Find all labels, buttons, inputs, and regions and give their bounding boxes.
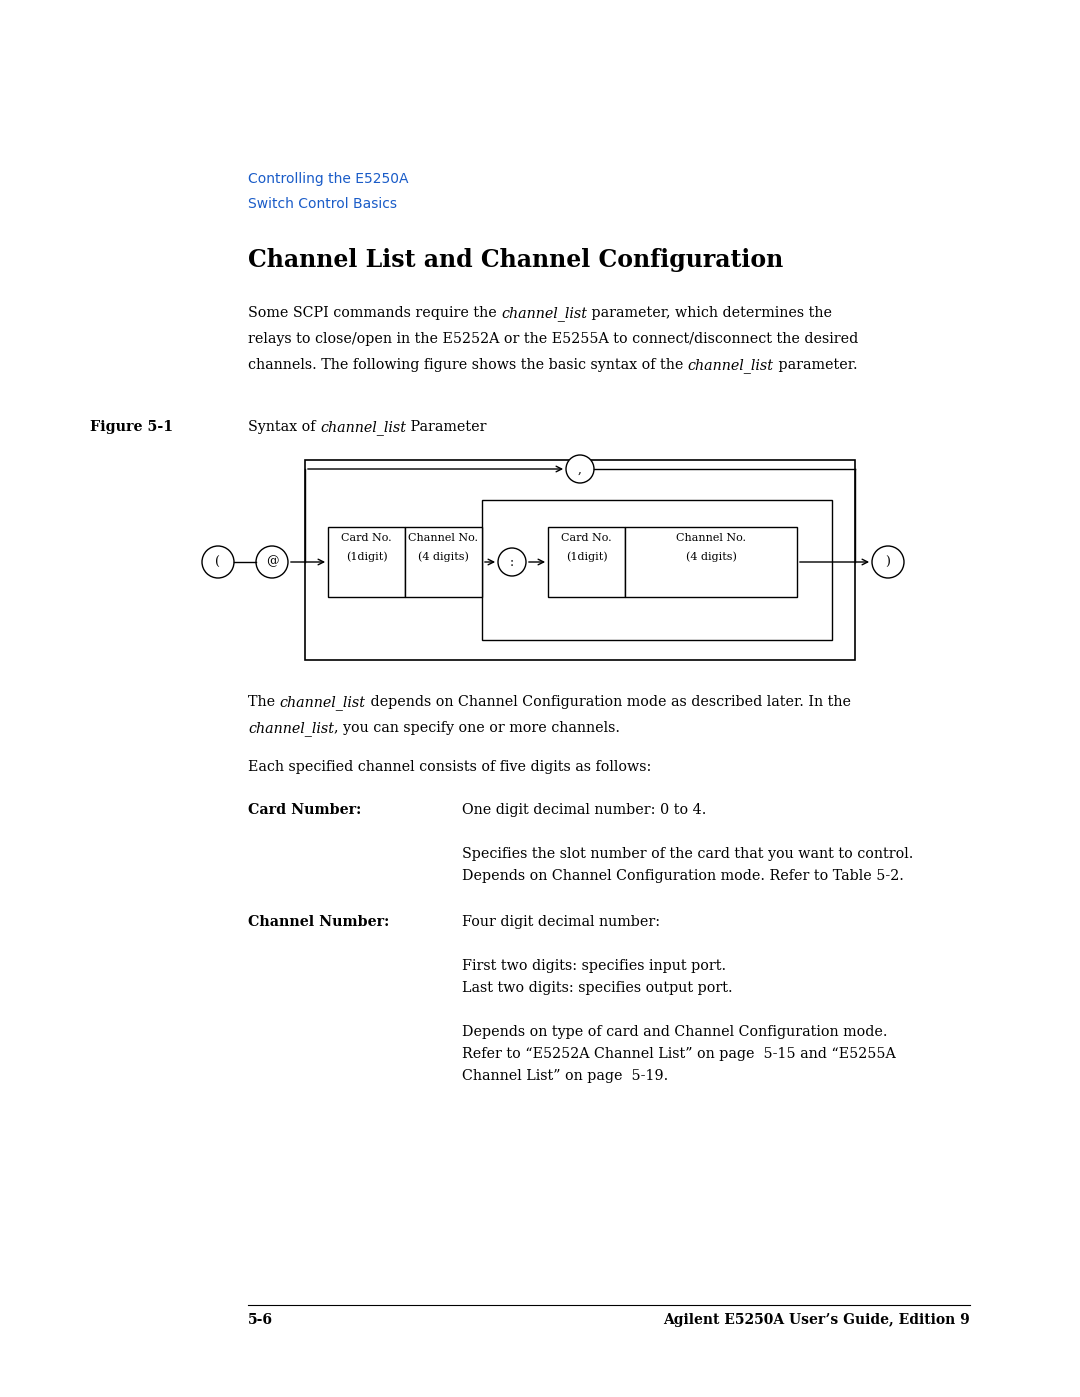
Text: Refer to “E5252A Channel List” on page  5-15 and “E5255A: Refer to “E5252A Channel List” on page 5… [462, 1046, 895, 1060]
Bar [548, 527, 625, 597]
Bar [482, 500, 832, 640]
Text: 5-6: 5-6 [248, 1313, 273, 1327]
Text: Some SCPI commands require the: Some SCPI commands require the [248, 306, 501, 320]
Text: Depends on type of card and Channel Configuration mode.: Depends on type of card and Channel Conf… [462, 1025, 888, 1039]
Text: (4 digits): (4 digits) [418, 550, 469, 562]
Text: The: The [248, 694, 280, 710]
Text: channel_list: channel_list [688, 358, 774, 373]
Text: channel_list: channel_list [280, 694, 366, 710]
Text: Channel List and Channel Configuration: Channel List and Channel Configuration [248, 249, 783, 272]
Text: Channel No.: Channel No. [676, 534, 746, 543]
Bar [305, 460, 855, 659]
Text: Specifies the slot number of the card that you want to control.: Specifies the slot number of the card th… [462, 847, 914, 861]
Text: (: ( [216, 556, 220, 569]
Text: (1digit): (1digit) [346, 550, 388, 562]
Text: Card No.: Card No. [341, 534, 392, 543]
Text: :: : [510, 556, 514, 569]
Text: ,: , [578, 462, 582, 475]
Text: Channel No.: Channel No. [408, 534, 478, 543]
Text: channels. The following figure shows the basic syntax of the: channels. The following figure shows the… [248, 358, 688, 372]
Circle shape [202, 546, 234, 578]
Text: parameter.: parameter. [774, 358, 858, 372]
Text: channel_list: channel_list [501, 306, 588, 321]
Text: , you can specify one or more channels.: , you can specify one or more channels. [334, 721, 620, 735]
Circle shape [566, 455, 594, 483]
Text: parameter, which determines the: parameter, which determines the [588, 306, 833, 320]
Text: Parameter: Parameter [406, 420, 486, 434]
Text: @: @ [266, 556, 279, 569]
Text: Depends on Channel Configuration mode. Refer to Table 5-2.: Depends on Channel Configuration mode. R… [462, 869, 904, 883]
Text: (1digit): (1digit) [566, 550, 607, 562]
Text: Switch Control Basics: Switch Control Basics [248, 197, 397, 211]
Bar [625, 527, 797, 597]
Text: channel_list: channel_list [248, 721, 334, 736]
Text: relays to close/open in the E5252A or the E5255A to connect/disconnect the desir: relays to close/open in the E5252A or th… [248, 332, 859, 346]
Text: One digit decimal number: 0 to 4.: One digit decimal number: 0 to 4. [462, 803, 706, 817]
Circle shape [256, 546, 288, 578]
Bar [405, 527, 482, 597]
Text: Syntax of: Syntax of [248, 420, 320, 434]
Text: (4 digits): (4 digits) [686, 550, 737, 562]
Text: Channel List” on page  5-19.: Channel List” on page 5-19. [462, 1069, 669, 1083]
Circle shape [498, 548, 526, 576]
Text: First two digits: specifies input port.: First two digits: specifies input port. [462, 958, 726, 972]
Text: Figure 5-1: Figure 5-1 [90, 420, 173, 434]
Text: Each specified channel consists of five digits as follows:: Each specified channel consists of five … [248, 760, 651, 774]
Text: ): ) [886, 556, 890, 569]
Text: Card No.: Card No. [562, 534, 611, 543]
Text: Controlling the E5250A: Controlling the E5250A [248, 172, 408, 186]
Text: Card Number:: Card Number: [248, 803, 362, 817]
Text: channel_list: channel_list [320, 420, 406, 434]
Bar [328, 527, 405, 597]
Text: Channel Number:: Channel Number: [248, 915, 390, 929]
Text: Last two digits: specifies output port.: Last two digits: specifies output port. [462, 981, 732, 995]
Text: depends on Channel Configuration mode as described later. In the: depends on Channel Configuration mode as… [366, 694, 851, 710]
Text: Agilent E5250A User’s Guide, Edition 9: Agilent E5250A User’s Guide, Edition 9 [663, 1313, 970, 1327]
Circle shape [872, 546, 904, 578]
Text: Four digit decimal number:: Four digit decimal number: [462, 915, 660, 929]
